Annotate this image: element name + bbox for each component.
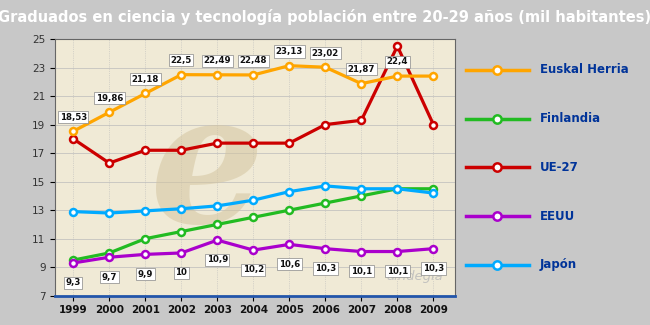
Text: aindegia: aindegia — [386, 270, 443, 283]
Text: 9,9: 9,9 — [138, 270, 153, 279]
Text: 10,1: 10,1 — [351, 267, 372, 276]
Text: Finlandia: Finlandia — [540, 112, 601, 125]
Text: 19,86: 19,86 — [96, 94, 123, 103]
Text: 10,9: 10,9 — [207, 255, 228, 265]
Text: 21,87: 21,87 — [348, 65, 375, 74]
Text: UE-27: UE-27 — [540, 161, 578, 174]
Text: 18,53: 18,53 — [60, 112, 87, 122]
Text: Euskal Herria: Euskal Herria — [540, 63, 629, 76]
Text: EEUU: EEUU — [540, 210, 575, 223]
Text: 10,3: 10,3 — [315, 264, 336, 273]
Text: Graduados en ciencia y tecnología población entre 20-29 años (mil habitantes): Graduados en ciencia y tecnología poblac… — [0, 9, 650, 25]
Text: e: e — [150, 84, 265, 261]
Text: 10: 10 — [176, 268, 187, 277]
Text: 9,7: 9,7 — [101, 273, 117, 281]
Text: Japón: Japón — [540, 258, 577, 271]
Text: 22,49: 22,49 — [203, 56, 231, 65]
Text: 9,3: 9,3 — [66, 278, 81, 287]
Text: 21,18: 21,18 — [131, 75, 159, 84]
Text: 22,48: 22,48 — [240, 56, 267, 65]
Text: 23,13: 23,13 — [276, 47, 303, 56]
Text: 10,2: 10,2 — [242, 266, 264, 274]
Text: 23,02: 23,02 — [312, 48, 339, 58]
Text: 10,6: 10,6 — [279, 260, 300, 269]
Text: 22,4: 22,4 — [387, 58, 408, 66]
Text: 22,5: 22,5 — [171, 56, 192, 65]
Text: 10,3: 10,3 — [422, 264, 444, 273]
Text: 10,1: 10,1 — [387, 267, 408, 276]
